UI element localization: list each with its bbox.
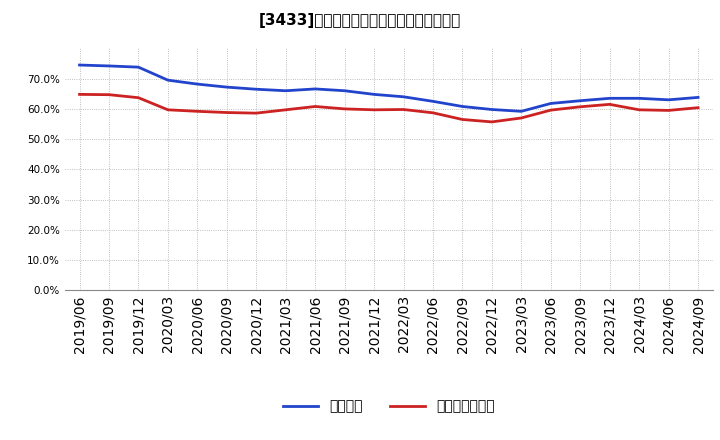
固定比率: [487, 107, 496, 112]
固定長期適合率: [517, 115, 526, 121]
固定長期適合率: [163, 107, 172, 113]
固定長期適合率: [606, 102, 614, 107]
固定長期適合率: [370, 107, 379, 113]
Line: 固定比率: 固定比率: [79, 65, 698, 111]
固定比率: [341, 88, 349, 93]
固定長期適合率: [546, 107, 555, 113]
固定長期適合率: [193, 109, 202, 114]
固定比率: [75, 62, 84, 68]
固定比率: [635, 95, 644, 101]
固定長期適合率: [665, 108, 673, 113]
固定比率: [458, 104, 467, 109]
固定比率: [399, 94, 408, 99]
固定比率: [606, 95, 614, 101]
固定長期適合率: [134, 95, 143, 100]
固定長期適合率: [635, 107, 644, 113]
固定比率: [370, 92, 379, 97]
固定長期適合率: [75, 92, 84, 97]
固定長期適合率: [576, 104, 585, 110]
固定比率: [665, 97, 673, 103]
固定比率: [222, 84, 231, 90]
固定長期適合率: [341, 106, 349, 111]
固定比率: [546, 101, 555, 106]
固定比率: [282, 88, 290, 93]
固定長期適合率: [458, 117, 467, 122]
固定長期適合率: [104, 92, 113, 97]
Legend: 固定比率, 固定長期適合率: 固定比率, 固定長期適合率: [277, 394, 500, 419]
固定比率: [694, 95, 703, 100]
固定長期適合率: [252, 110, 261, 116]
固定比率: [517, 109, 526, 114]
固定比率: [193, 81, 202, 87]
固定比率: [163, 77, 172, 83]
固定比率: [104, 63, 113, 69]
固定比率: [134, 65, 143, 70]
固定比率: [252, 87, 261, 92]
固定比率: [428, 99, 437, 104]
固定長期適合率: [222, 110, 231, 115]
Text: [3433]　固定比率、固定長期適合率の推移: [3433] 固定比率、固定長期適合率の推移: [259, 13, 461, 28]
固定長期適合率: [399, 107, 408, 112]
固定長期適合率: [311, 104, 320, 109]
Line: 固定長期適合率: 固定長期適合率: [79, 94, 698, 122]
固定長期適合率: [282, 107, 290, 113]
固定長期適合率: [694, 105, 703, 110]
固定長期適合率: [428, 110, 437, 115]
固定長期適合率: [487, 119, 496, 125]
固定比率: [576, 98, 585, 103]
固定比率: [311, 86, 320, 92]
